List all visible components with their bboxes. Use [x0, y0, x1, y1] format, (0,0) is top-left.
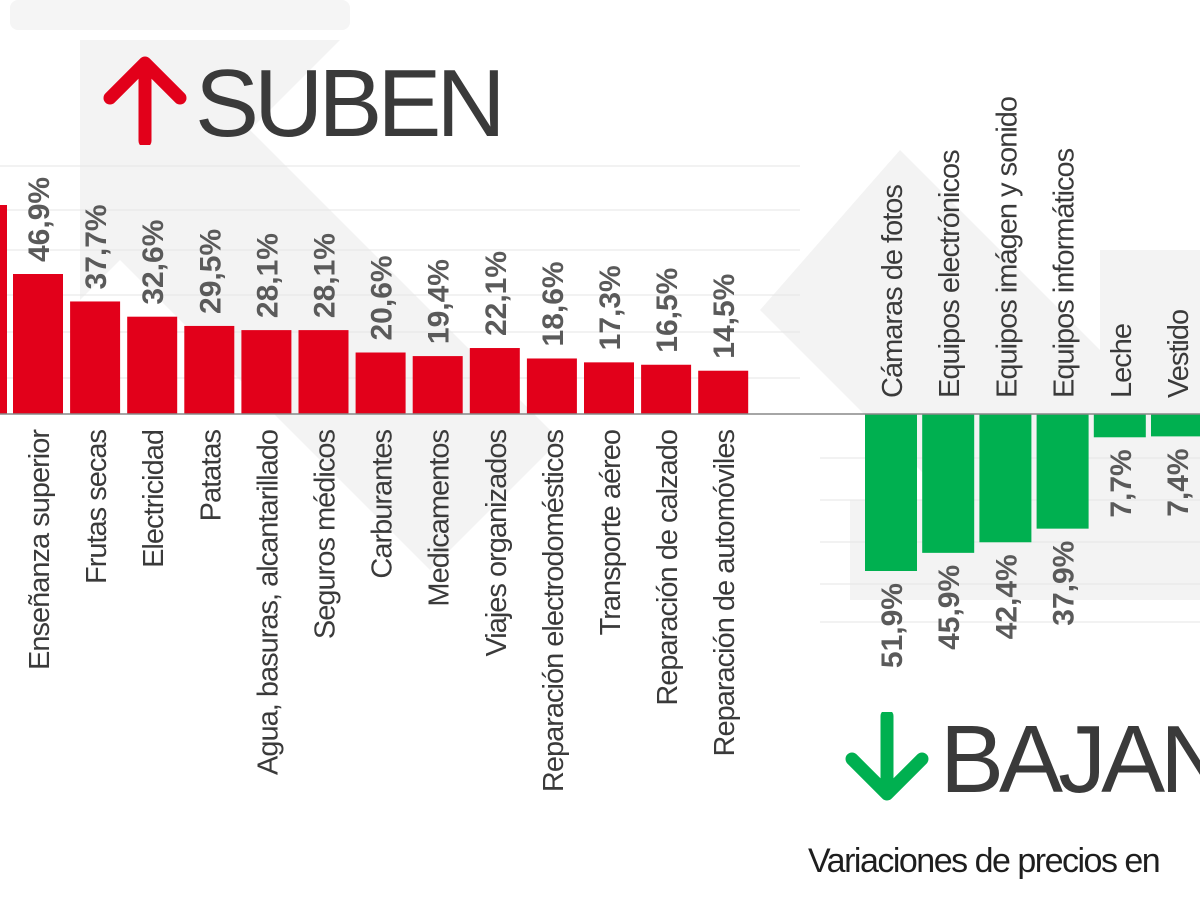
category-label-up: Transporte aéreo: [595, 430, 627, 635]
arrow-down-icon: [845, 712, 929, 801]
category-label-down: Equipos informáticos: [1049, 148, 1081, 398]
arrow-up-icon: [103, 56, 187, 145]
bar-down: [1151, 414, 1200, 437]
category-label-up: Reparación electrodomésticos: [538, 430, 570, 793]
bars: [0, 205, 1200, 571]
value-label-down: 51,9%: [876, 583, 909, 668]
value-label-up: 32,6%: [137, 220, 170, 305]
value-label-down: 42,4%: [990, 554, 1023, 639]
bar-down: [865, 414, 917, 571]
value-label-up: 46,9%: [23, 177, 56, 262]
value-label-up: 29,5%: [194, 229, 227, 314]
bar-up: [584, 362, 634, 414]
category-label-down: Equipos imágen y sonido: [991, 97, 1023, 398]
bar-up: [469, 348, 520, 414]
bar-up: [298, 330, 349, 414]
value-label-down: 7,7%: [1105, 449, 1138, 517]
bar-down: [1093, 414, 1146, 438]
bar-up: [526, 358, 577, 414]
category-label-up: Seguros médicos: [310, 430, 342, 640]
bar-up: [412, 356, 463, 414]
value-label-up: 17,3%: [594, 265, 627, 350]
category-label-down: Equipos electrónicos: [934, 150, 966, 398]
bar-down: [979, 414, 1032, 543]
bar-up: [355, 352, 406, 414]
category-label-up: Enseñanza superior: [24, 429, 56, 670]
bar-up: [698, 370, 749, 414]
heading-up: SUBEN: [195, 50, 506, 157]
value-label-up: 28,1%: [251, 233, 284, 318]
category-label-up: Electricidad: [138, 430, 170, 568]
value-label-up: 19,4%: [423, 259, 456, 344]
value-label-up: 20,6%: [366, 255, 399, 340]
value-label-up: 18,6%: [537, 261, 570, 346]
bar-down: [922, 414, 975, 553]
value-label-up: 16,5%: [651, 268, 684, 353]
value-label-down: 7,4%: [1162, 448, 1195, 516]
labels: 46,9% Enseñanza superior 37,7% Frutas secas…: [23, 97, 1195, 792]
category-label-up: Reparación de calzado: [652, 430, 684, 706]
bar-up: [127, 316, 178, 414]
bar-up: [241, 330, 292, 414]
category-label-up: Reparación de automóviles: [709, 430, 741, 757]
value-label-up: 22,1%: [480, 251, 513, 336]
value-label-up: 28,1%: [309, 233, 342, 318]
bar-up: [184, 325, 235, 414]
value-label-down: 37,9%: [1048, 541, 1081, 626]
heading-down: BAJAN: [940, 706, 1200, 813]
value-label-down: 45,9%: [933, 565, 966, 650]
bar-up: [641, 364, 692, 414]
category-label-up: Carburantes: [367, 430, 399, 579]
bar-up: [70, 301, 121, 414]
value-label-up: 14,5%: [708, 274, 741, 359]
chart-subtitle: Variaciones de precios en: [808, 842, 1161, 880]
category-label-down: Leche: [1106, 324, 1138, 398]
bar-up-cropped: [0, 205, 7, 414]
bar-up: [13, 274, 63, 414]
category-label-up: Frutas secas: [81, 430, 113, 584]
category-label-up: Viajes organizados: [481, 430, 513, 657]
bar-down: [1036, 414, 1089, 529]
value-label-up: 37,7%: [80, 204, 113, 289]
category-label-up: Medicamentos: [424, 430, 456, 607]
category-label-down: Cámaras de fotos: [877, 185, 909, 398]
category-label-down: Vestido: [1163, 310, 1195, 398]
category-label-up: Agua, basuras, alcantarillado: [252, 430, 284, 775]
category-label-up: Patatas: [195, 430, 227, 522]
